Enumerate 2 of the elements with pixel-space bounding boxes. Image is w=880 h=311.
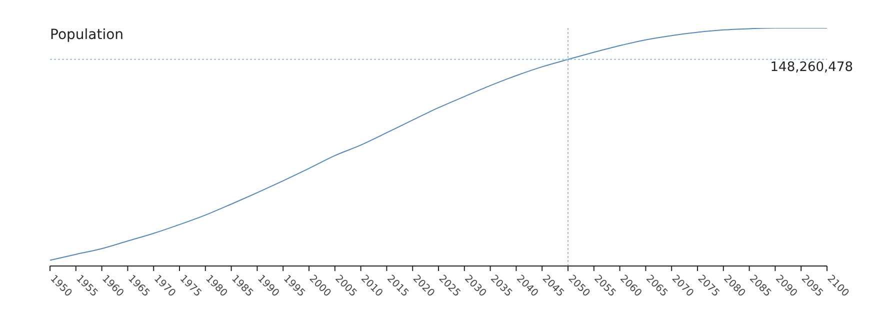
chart-title: Population (50, 27, 124, 43)
annotation: 148,260,478 (770, 60, 853, 75)
